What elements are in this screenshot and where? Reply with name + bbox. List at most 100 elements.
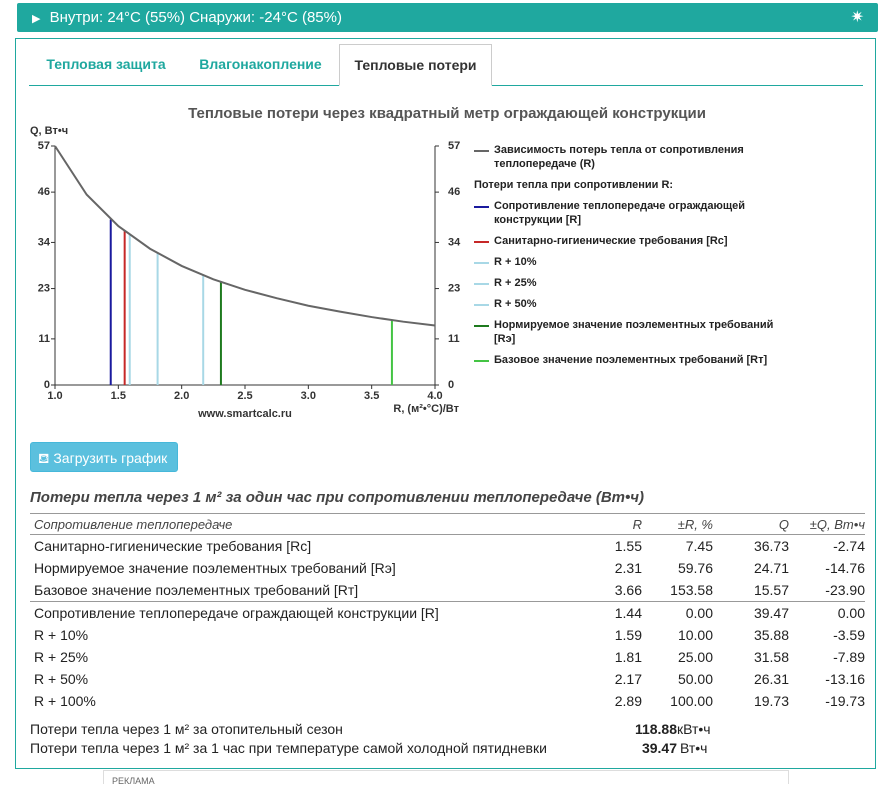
cell: 19.73 — [753, 693, 789, 709]
expand-icon: ▶ — [32, 13, 41, 25]
cell: 1.55 — [614, 538, 642, 554]
summary-value: 39.47 — [641, 740, 677, 756]
cell: 2.17 — [614, 671, 642, 687]
cell: Сопротивление теплопередаче ограждающей … — [30, 601, 550, 624]
table-row: R + 50% 2.17 50.00 26.31 -13.16 — [30, 668, 865, 690]
chart-title: Тепловые потери через квадратный метр ог… — [188, 105, 706, 122]
cell: 1.81 — [614, 649, 642, 665]
table-row: R + 100% 2.89 100.00 19.73 -19.73 — [30, 690, 865, 712]
legend-swatch — [474, 262, 489, 264]
x-tick-label: 2.0 — [174, 390, 189, 402]
cell: 2.89 — [614, 693, 642, 709]
y-tick-label: 11 — [38, 333, 50, 345]
cell: -23.90 — [825, 582, 865, 598]
cell: 100.00 — [670, 693, 713, 709]
cell: 7.45 — [685, 538, 713, 554]
y2-tick-label: 34 — [448, 236, 461, 248]
cell: 25.00 — [677, 649, 713, 665]
legend-swatch — [474, 360, 489, 362]
summary-value: 118.88 — [634, 721, 677, 737]
legend-label: Санитарно-гигиенические требования [Rс] — [494, 235, 728, 247]
panel — [15, 38, 876, 769]
cell: R + 25% — [34, 649, 89, 665]
legend-label: Нормируемое значение поэлементных требов… — [494, 319, 774, 345]
header-title: Внутри: 24°C (55%) Снаружи: -24°C (85%) — [49, 9, 342, 26]
button-label: Загрузить график — [53, 450, 168, 466]
cell: 153.58 — [670, 582, 713, 598]
legend-item: R + 25% — [474, 276, 774, 290]
y2-tick-label: 0 — [448, 379, 454, 391]
loss-table: Сопротивление теплопередаче R ±R, % Q ±Q, Вт… — [30, 513, 865, 712]
legend-label: Зависимость потерь тепла от сопротивлени… — [494, 144, 744, 170]
legend-label: R + 25% — [494, 277, 537, 289]
cell: R + 100% — [34, 693, 96, 709]
column-header: ±R, % — [642, 513, 713, 535]
summary-label: Потери тепла через 1 м² за отопительный … — [30, 721, 343, 737]
cell: 1.59 — [614, 627, 642, 643]
chart: Тепловые потери через квадратный метр ог… — [30, 105, 706, 420]
tab[interactable]: Влагонакопление — [199, 56, 322, 72]
header-bar[interactable]: ▶ Внутри: 24°C (55%) Снаружи: -24°C (85%… — [17, 3, 878, 32]
cell: 0.00 — [642, 601, 713, 624]
y-tick-label: 23 — [38, 282, 50, 294]
y2-tick-label: 57 — [448, 140, 460, 152]
legend-swatch — [474, 283, 489, 285]
table-row: R + 10% 1.59 10.00 35.88 -3.59 — [30, 624, 865, 646]
cell: 26.31 — [753, 671, 789, 687]
legend-swatch — [474, 304, 489, 306]
summary-label: Потери тепла через 1 м² за 1 час при тем… — [30, 740, 547, 756]
legend-item: Базовое значение поэлементных требований… — [474, 353, 774, 367]
legend-item: Санитарно-гигиенические требования [Rс] — [474, 234, 774, 248]
download-button[interactable]: ⛾ Загрузить график — [30, 442, 178, 472]
tab[interactable]: Тепловая защита — [46, 56, 166, 72]
cell: -3.59 — [833, 627, 865, 643]
legend-item: Сопротивление теплопередаче ограждающей … — [474, 199, 774, 227]
legend-subtitle: Потери тепла при сопротивлении R: — [474, 179, 674, 191]
x-tick-label: 4.0 — [427, 390, 442, 402]
summary-unit: кВт•ч — [677, 721, 711, 737]
settings-icon[interactable]: ✷ — [850, 9, 864, 26]
cell: 35.88 — [753, 627, 789, 643]
x-tick-label: 1.0 — [47, 390, 62, 402]
cell: 15.57 — [753, 582, 789, 598]
tab[interactable]: Тепловые потери — [339, 44, 492, 86]
legend-swatch — [474, 241, 489, 243]
cell: Санитарно-гигиенические требования [Rс] — [34, 538, 312, 554]
cell: 31.58 — [753, 649, 789, 665]
legend-item: Нормируемое значение поэлементных требов… — [474, 318, 774, 346]
legend-item: Зависимость потерь тепла от сопротивлени… — [474, 143, 774, 171]
table-row: R + 25% 1.81 25.00 31.58 -7.89 — [30, 646, 865, 668]
table-row: Нормируемое значение поэлементных требов… — [30, 557, 865, 579]
cell: 59.76 — [677, 560, 713, 576]
column-header: Сопротивление теплопередаче — [30, 513, 550, 535]
legend-item: R + 10% — [474, 255, 774, 269]
column-header: Q — [713, 513, 789, 535]
y-tick-label: 0 — [44, 379, 50, 391]
x-tick-label: 3.5 — [364, 390, 379, 402]
cell: 3.66 — [614, 582, 642, 598]
cell: -2.74 — [833, 538, 865, 554]
legend-swatch — [474, 206, 489, 208]
legend-swatch — [474, 150, 489, 152]
header-row: Сопротивление теплопередаче R ±R, % Q ±Q, Вт… — [30, 513, 865, 535]
column-header: ±Q, Вт•ч — [789, 513, 865, 535]
legend-label: Базовое значение поэлементных требований… — [494, 354, 768, 366]
ad-box: РЕКЛАМА — [103, 770, 789, 786]
cell: 50.00 — [677, 671, 713, 687]
cell: Нормируемое значение поэлементных требов… — [34, 560, 396, 576]
column-header: R — [550, 513, 642, 535]
table-caption: Потери тепла через 1 м² за один час при … — [30, 489, 645, 506]
x-tick-label: 1.5 — [111, 390, 126, 402]
y-tick-label: 57 — [38, 140, 50, 152]
table-row: Сопротивление теплопередаче ограждающей … — [30, 601, 865, 624]
cell: 0.00 — [789, 601, 865, 624]
x-tick-label: 3.0 — [301, 390, 316, 402]
cell: -13.16 — [825, 671, 865, 687]
table-row: Санитарно-гигиенические требования [Rс] 1… — [30, 535, 865, 558]
cell: -7.89 — [833, 649, 865, 665]
x-axis-label: R, (м²•°С)/Вт — [393, 403, 459, 415]
cell: 10.00 — [677, 627, 713, 643]
y-tick-label: 34 — [38, 236, 51, 248]
legend-swatch — [474, 325, 489, 327]
